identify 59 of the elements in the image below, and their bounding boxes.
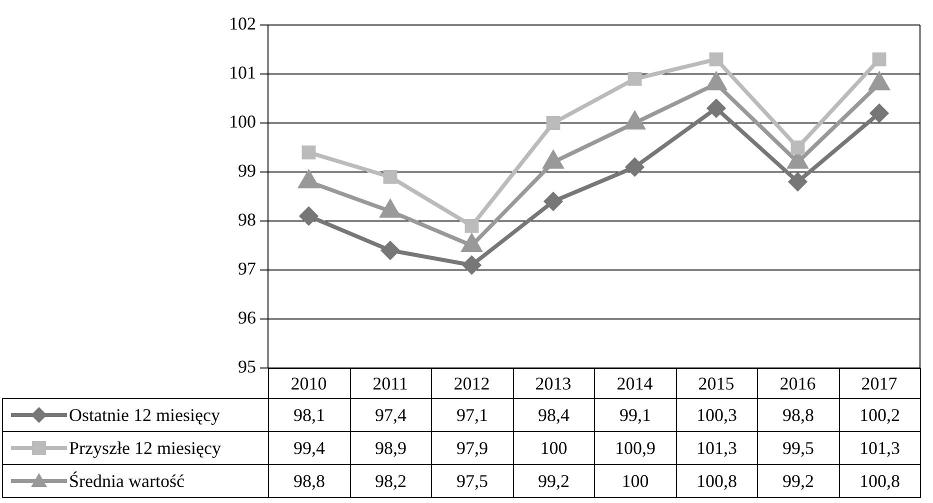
point [464, 218, 479, 233]
y-tick-label: 99 [238, 160, 256, 181]
legend-label: Ostatnie 12 miesięcy [69, 404, 220, 426]
point [872, 52, 886, 66]
data-label: 98,1 [268, 398, 350, 432]
x-tick-label: 2012 [454, 374, 490, 394]
data-label: 99,2 [513, 464, 594, 498]
legend-label: Przyszłe 12 miesięcy [69, 438, 221, 458]
point [626, 158, 644, 176]
y-tick-label: 97 [238, 258, 256, 279]
x-tick-label: 2015 [698, 374, 734, 394]
data-label: 100 [513, 432, 594, 464]
point [300, 207, 318, 226]
x-tick-label: 2017 [861, 374, 898, 394]
data-label: 98,4 [513, 398, 594, 432]
data-label: 98,8 [268, 464, 350, 498]
point [302, 145, 316, 160]
point [383, 170, 398, 184]
x-tick-label: 2014 [616, 374, 653, 394]
data-label: 100,8 [839, 464, 920, 498]
point [790, 140, 805, 154]
data-label: 99,2 [758, 464, 839, 498]
x-tick-label: 2016 [780, 374, 816, 394]
x-tick-label: 2013 [535, 374, 572, 394]
point [707, 99, 726, 118]
data-label: 97,4 [350, 398, 432, 432]
x-tick-label: 2010 [290, 374, 327, 394]
point [462, 256, 481, 274]
data-label: 101,3 [676, 432, 758, 464]
legend-label: Średnia wartość [69, 470, 184, 492]
y-tick-label: 96 [238, 308, 256, 328]
y-tick-label: 102 [229, 14, 256, 34]
data-label: 98,8 [758, 398, 839, 432]
point [628, 72, 642, 86]
data-label: 97,9 [432, 432, 513, 464]
y-tick-label: 98 [238, 210, 256, 230]
data-label: 98,2 [350, 464, 432, 498]
data-label: 98,9 [350, 432, 432, 464]
point [546, 116, 560, 130]
data-label: 97,1 [432, 398, 513, 432]
data-label: 99,5 [758, 432, 839, 464]
data-label: 101,3 [839, 432, 920, 464]
y-tick-label: 100 [229, 112, 256, 132]
data-label: 100 [594, 464, 676, 498]
x-tick-label: 2011 [372, 374, 408, 394]
data-label: 99,4 [268, 432, 350, 464]
data-label: 97,5 [432, 464, 513, 498]
point [544, 192, 562, 210]
data-label: 100,2 [839, 398, 920, 432]
data-label: 100,9 [594, 432, 676, 464]
point [709, 52, 724, 66]
data-label: 100,3 [676, 398, 758, 432]
point [788, 172, 807, 191]
y-tick-label: 101 [229, 62, 256, 83]
y-tick-label: 95 [238, 356, 256, 377]
data-label: 99,1 [594, 398, 676, 432]
point [381, 241, 400, 260]
point [870, 104, 888, 122]
data-label: 100,8 [676, 464, 758, 498]
